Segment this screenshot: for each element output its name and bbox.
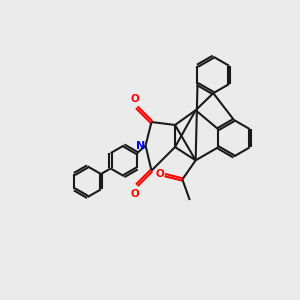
Text: N: N — [136, 141, 145, 151]
Text: O: O — [130, 189, 139, 199]
Text: O: O — [130, 94, 139, 104]
Text: O: O — [155, 169, 164, 179]
